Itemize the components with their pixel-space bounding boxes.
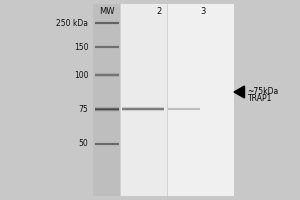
Bar	[168, 107, 200, 108]
Bar	[94, 75, 118, 76]
Bar	[94, 110, 118, 111]
Text: 100: 100	[74, 71, 88, 79]
Bar	[94, 143, 118, 144]
Text: TRAP1: TRAP1	[248, 94, 272, 103]
Bar	[94, 74, 118, 75]
Bar	[168, 109, 200, 110]
Bar	[94, 145, 118, 146]
Bar	[120, 4, 166, 196]
Bar	[94, 106, 118, 107]
Bar	[94, 23, 118, 24]
Bar	[94, 47, 118, 48]
Bar	[94, 21, 118, 22]
Text: MW: MW	[99, 6, 114, 16]
Bar	[122, 108, 164, 109]
Bar	[94, 72, 118, 73]
Bar	[94, 48, 118, 49]
Bar	[168, 108, 200, 109]
Text: 150: 150	[74, 43, 88, 51]
Bar	[94, 111, 118, 112]
Bar	[122, 111, 164, 112]
Bar	[94, 109, 118, 110]
Bar	[122, 106, 164, 107]
Text: 2: 2	[156, 6, 162, 16]
Bar	[122, 107, 164, 108]
Bar	[122, 109, 164, 110]
Bar	[94, 45, 118, 46]
Bar	[94, 144, 118, 145]
Bar	[94, 73, 118, 74]
Bar	[167, 4, 234, 196]
Bar	[93, 4, 120, 196]
Bar	[93, 4, 234, 196]
Bar	[94, 142, 118, 143]
Bar	[122, 110, 164, 111]
Bar	[94, 108, 118, 109]
Polygon shape	[234, 86, 244, 98]
Text: 250 kDa: 250 kDa	[56, 19, 88, 27]
Text: ~75kDa: ~75kDa	[248, 87, 279, 96]
Bar	[94, 46, 118, 47]
Bar	[94, 22, 118, 23]
Text: 3: 3	[200, 6, 205, 16]
Text: 50: 50	[79, 140, 88, 148]
Bar	[94, 107, 118, 108]
Bar	[94, 24, 118, 25]
Bar	[94, 76, 118, 77]
Text: 75: 75	[79, 105, 88, 114]
Bar	[168, 110, 200, 111]
